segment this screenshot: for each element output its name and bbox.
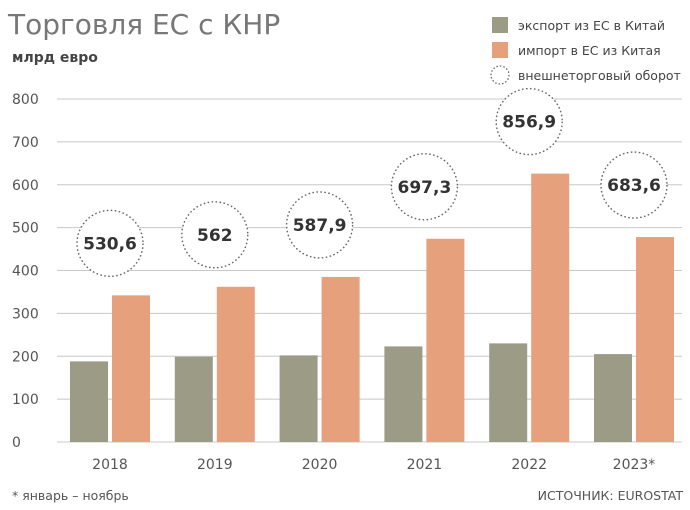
bar-import xyxy=(112,295,150,442)
bar-import xyxy=(636,237,674,442)
bar-export xyxy=(174,356,213,442)
bar-import xyxy=(216,286,255,442)
y-tick-label: 500 xyxy=(12,221,39,237)
y-tick-label: 800 xyxy=(12,92,39,108)
total-label: 562 xyxy=(197,226,233,246)
bar-export xyxy=(594,354,632,442)
bar-import xyxy=(321,276,360,442)
total-circle xyxy=(495,87,563,156)
x-tick-label: 2019 xyxy=(197,457,233,473)
bar-export xyxy=(70,361,108,442)
total-label: 530,6 xyxy=(83,234,137,254)
legend-swatch-import xyxy=(492,42,508,58)
y-tick-label: 0 xyxy=(12,435,21,451)
x-tick-label: 2023* xyxy=(613,457,656,473)
y-tick-label: 200 xyxy=(12,349,39,365)
bar-export xyxy=(489,343,528,442)
legend-label-import: импорт в ЕС из Китая xyxy=(518,43,661,58)
total-label: 856,9 xyxy=(502,113,556,133)
chart-title: Торговля ЕС с КНР xyxy=(7,8,280,41)
bar-export xyxy=(384,346,423,442)
total-label: 683,6 xyxy=(607,176,661,196)
y-tick-label: 400 xyxy=(12,264,39,280)
y-tick-label: 600 xyxy=(12,178,39,194)
total-label: 587,9 xyxy=(293,216,347,236)
legend-label-export: экспорт из ЕС в Китай xyxy=(518,18,665,33)
gridlines xyxy=(57,98,682,443)
total-circle xyxy=(390,153,459,221)
footnote: * январь – ноябрь xyxy=(12,488,129,503)
total-circle xyxy=(600,151,668,219)
legend-swatch-export xyxy=(492,17,508,33)
x-tick-label: 2018 xyxy=(92,457,128,473)
legend: экспорт из ЕС в Китай импорт в ЕС из Кит… xyxy=(490,17,681,85)
total-circle xyxy=(181,201,249,269)
bar-export xyxy=(279,355,318,442)
bar-import xyxy=(531,173,570,443)
y-axis-ticks: 0 100 200 300 400 500 600 700 800 xyxy=(12,92,39,451)
x-axis-ticks: 2018 2019 2020 2021 2022 2023* xyxy=(92,457,655,473)
bars xyxy=(70,173,674,443)
total-label: 697,3 xyxy=(398,178,452,198)
x-tick-label: 2021 xyxy=(407,457,443,473)
total-circle xyxy=(285,191,354,259)
source-note: ИСТОЧНИК: EUROSTAT xyxy=(538,488,684,503)
x-tick-label: 2020 xyxy=(302,457,338,473)
legend-swatch-total xyxy=(490,65,510,85)
y-tick-label: 100 xyxy=(12,392,39,408)
chart-subtitle: млрд евро xyxy=(12,50,98,66)
y-tick-label: 300 xyxy=(12,306,39,322)
x-tick-label: 2022 xyxy=(511,457,547,473)
y-tick-label: 700 xyxy=(12,135,39,151)
total-labels: 530,6 562 587,9 697,3 856,9 683,6 xyxy=(76,87,668,278)
bar-import xyxy=(426,238,465,442)
total-circle xyxy=(76,209,144,278)
legend-label-total: внешнеторговый оборот xyxy=(518,68,681,83)
